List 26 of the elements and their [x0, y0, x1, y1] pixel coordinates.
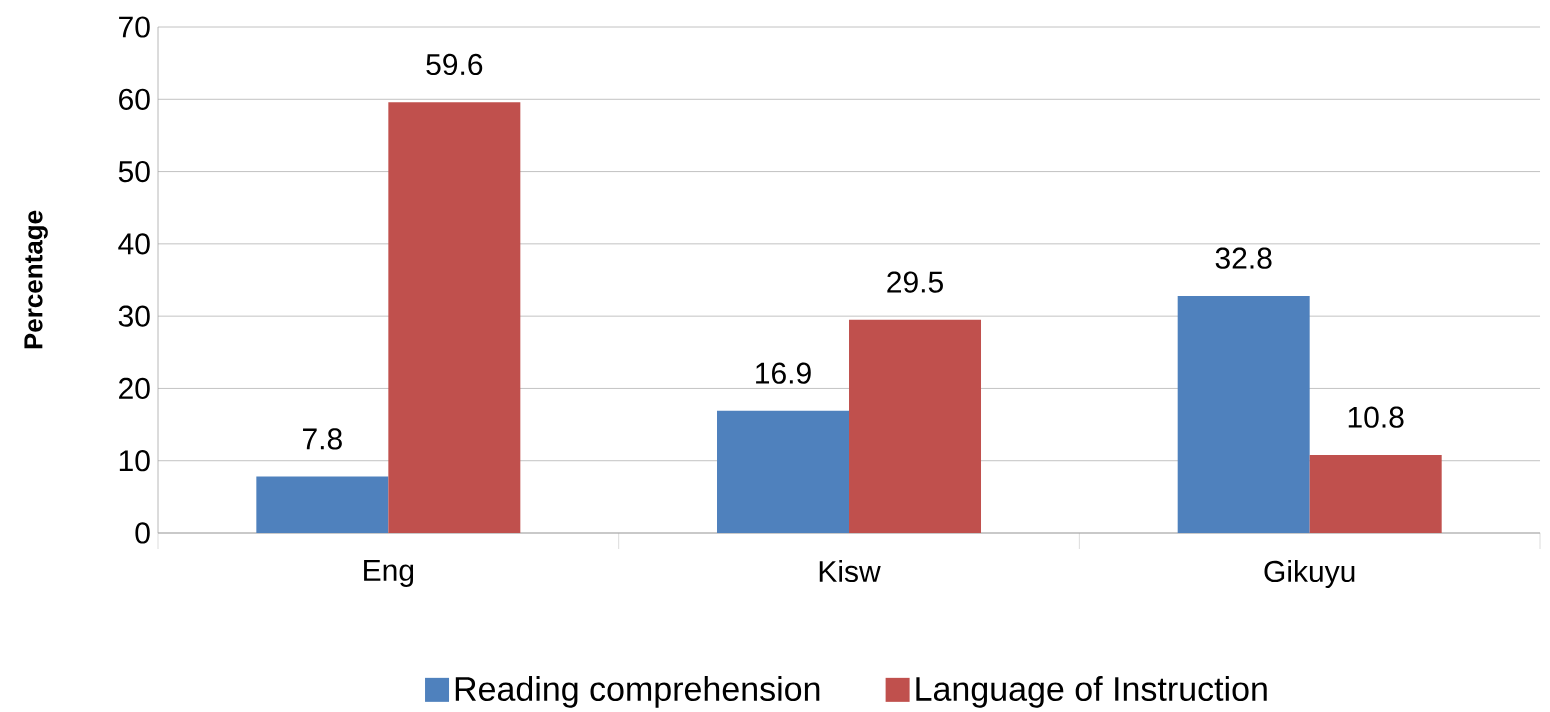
data-label: 16.9 — [756, 362, 811, 384]
y-tick-label: 60 — [119, 88, 150, 110]
y-tick-label: 0 — [135, 522, 150, 544]
legend-label: Language of Instruction — [916, 676, 1267, 708]
y-axis-title: Percentage — [24, 210, 48, 349]
data-label: 7.8 — [303, 428, 342, 450]
y-tick-label: 10 — [119, 450, 150, 472]
x-tick-label: Gikuyu — [1264, 560, 1355, 589]
y-tick-label: 50 — [118, 160, 150, 183]
bar — [1177, 295, 1310, 533]
bar — [256, 476, 389, 533]
y-tick-label: 30 — [118, 305, 150, 327]
legend-label: Reading comprehension — [455, 676, 820, 708]
x-tick-label: Eng — [364, 560, 414, 587]
y-tick-label: 40 — [118, 233, 150, 255]
bar — [849, 319, 982, 533]
bar — [1309, 454, 1442, 533]
bar — [717, 410, 850, 533]
y-tick-label: 70 — [119, 16, 150, 38]
data-label: 10.8 — [1348, 406, 1404, 428]
data-label: 32.8 — [1215, 247, 1272, 269]
y-tick-label: 20 — [119, 377, 150, 400]
data-label: 59.6 — [426, 53, 483, 76]
x-tick-label: Kisw — [819, 560, 881, 583]
bar — [388, 102, 521, 533]
data-label: 29.5 — [887, 271, 943, 293]
